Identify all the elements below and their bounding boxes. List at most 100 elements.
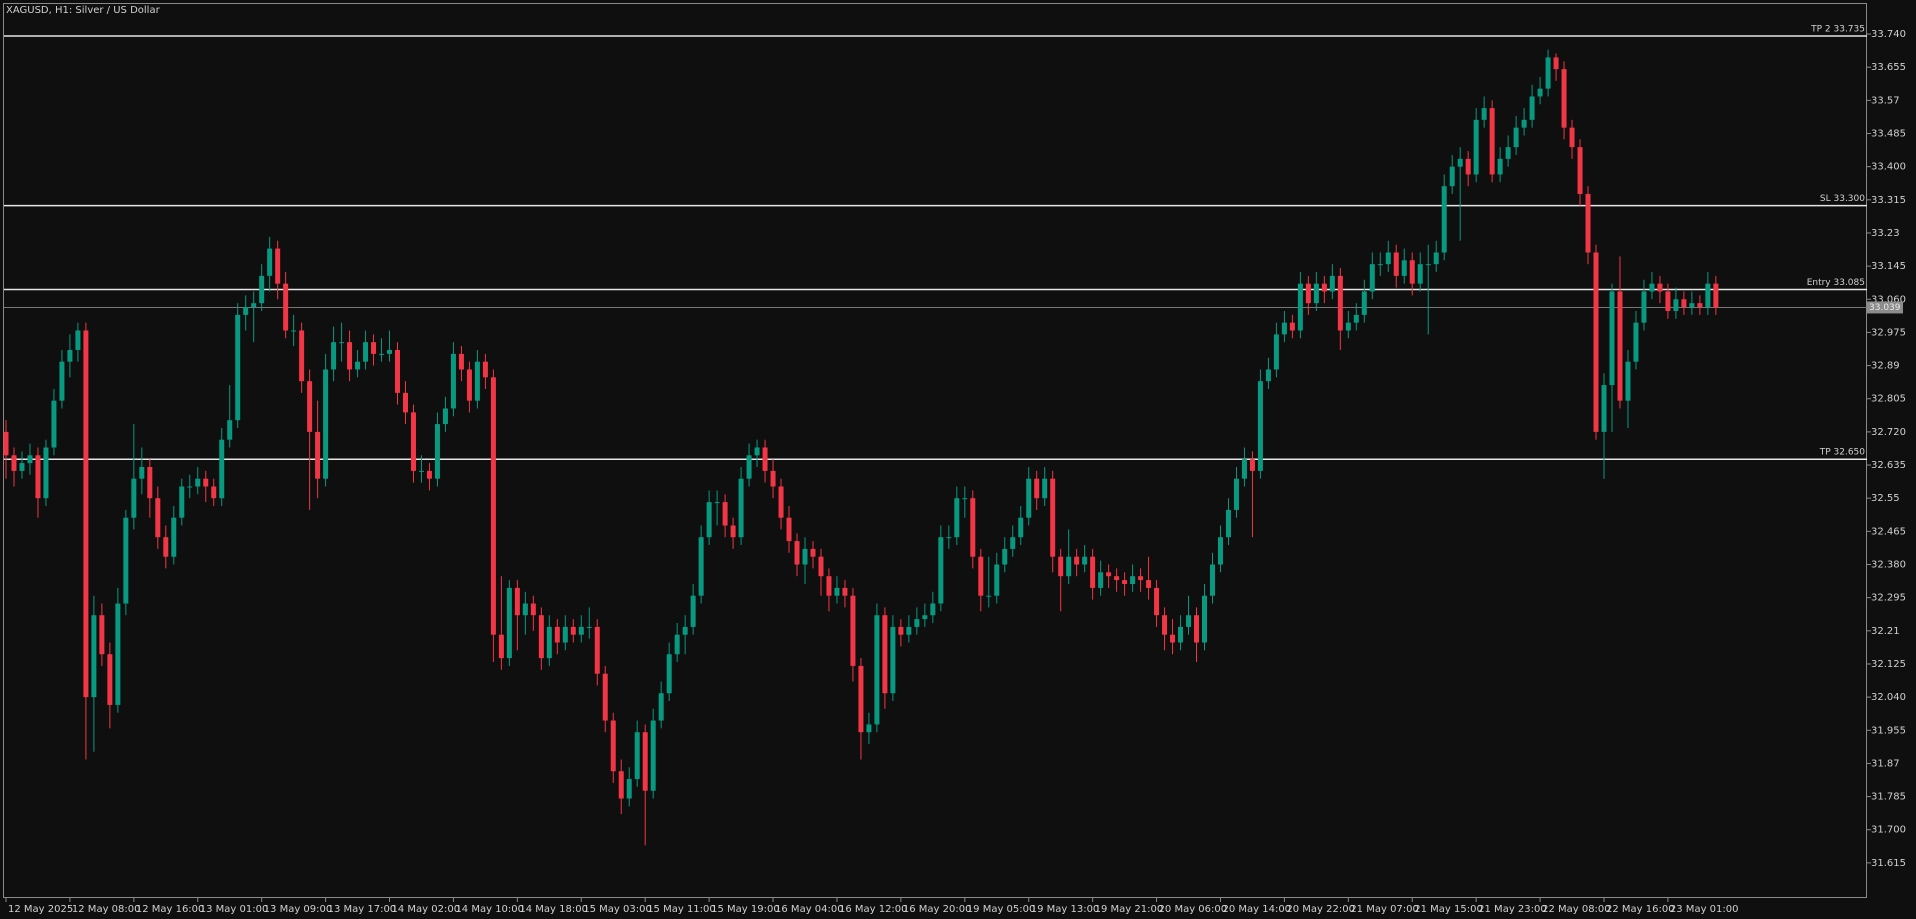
- candle-body: [1305, 283, 1311, 304]
- candle-body: [602, 673, 608, 721]
- candle-body: [1409, 260, 1415, 284]
- current-price-box: [1867, 301, 1903, 314]
- y-tick-label: 32.125: [1871, 659, 1906, 670]
- candle-body: [658, 693, 664, 721]
- candle-body: [267, 248, 273, 276]
- candle-body: [211, 486, 217, 499]
- candle-body: [1241, 459, 1247, 479]
- candle-body: [1649, 283, 1655, 292]
- candle-body: [1617, 291, 1623, 401]
- x-tick-label: 15 May 03:00: [583, 904, 652, 915]
- y-tick-label: 32.295: [1871, 593, 1906, 604]
- candle-body: [754, 447, 760, 456]
- x-tick-label: 20 May 22:00: [1286, 904, 1355, 915]
- candle-body: [914, 619, 920, 627]
- candle-body: [123, 517, 129, 604]
- candle-body: [818, 556, 824, 577]
- candle-body: [506, 587, 512, 659]
- candle-body: [1417, 264, 1423, 284]
- candle-body: [1401, 260, 1407, 276]
- candle-body: [275, 248, 281, 284]
- candle-body: [522, 603, 528, 616]
- x-tick-label: 13 May 09:00: [264, 904, 333, 915]
- candle-body: [179, 486, 185, 518]
- candle-body: [778, 486, 784, 518]
- candle-body: [618, 771, 624, 799]
- candle-body: [978, 556, 984, 596]
- y-tick-label: 31.955: [1871, 725, 1906, 736]
- candle-body: [131, 478, 137, 518]
- candle-body: [954, 498, 960, 538]
- candle-body: [1146, 580, 1152, 588]
- candle-body: [35, 455, 41, 499]
- candle-body: [1361, 291, 1367, 315]
- candle-body: [826, 576, 832, 596]
- candle-body: [890, 626, 896, 694]
- candle-body: [1130, 576, 1136, 585]
- y-tick-label: 31.700: [1871, 825, 1906, 836]
- candle-body: [1625, 361, 1631, 401]
- candle-body: [610, 720, 616, 772]
- candle-body: [251, 303, 257, 308]
- candle-body: [674, 634, 680, 655]
- candle-body: [1289, 322, 1295, 331]
- candle-body: [371, 342, 377, 354]
- candle-body: [1249, 459, 1255, 471]
- candle-body: [1601, 385, 1607, 432]
- candle-body: [1449, 166, 1455, 187]
- x-tick-label: 14 May 10:00: [455, 904, 524, 915]
- x-tick-label: 16 May 12:00: [839, 904, 908, 915]
- candle-body: [1233, 478, 1239, 510]
- candle-body: [1225, 509, 1231, 538]
- candle-body: [586, 626, 592, 628]
- candle-body: [19, 463, 25, 471]
- level-label: SL 33.300: [1820, 194, 1865, 204]
- candle-body: [530, 603, 536, 616]
- candle-body: [339, 342, 345, 344]
- candle-body: [1489, 108, 1495, 175]
- candle-body: [426, 470, 432, 479]
- candle-body: [1441, 186, 1447, 253]
- candle-body: [1633, 322, 1639, 362]
- candle-body: [642, 732, 648, 791]
- candle-body: [1074, 556, 1080, 565]
- candle-body: [1313, 283, 1319, 304]
- candle-body: [291, 330, 297, 332]
- candle-body: [107, 654, 113, 705]
- candle-body: [403, 392, 408, 413]
- x-tick-label: 13 May 17:00: [328, 904, 397, 915]
- x-tick-label: 19 May 13:00: [1031, 904, 1100, 915]
- candle-body: [75, 330, 81, 350]
- candle-body: [482, 361, 488, 378]
- candle-body: [1186, 615, 1192, 627]
- candle-body: [1457, 158, 1463, 167]
- candle-body: [1505, 147, 1511, 159]
- candle-body: [858, 665, 864, 733]
- candle-body: [1202, 595, 1207, 643]
- candle-body: [1066, 556, 1072, 577]
- candle-body: [1138, 576, 1144, 581]
- y-tick-label: 33.655: [1871, 62, 1906, 73]
- candle-body: [1561, 69, 1567, 128]
- candle-body: [850, 595, 856, 666]
- candle-body: [466, 369, 472, 401]
- candle-body: [682, 626, 688, 635]
- y-tick-label: 33.400: [1871, 162, 1906, 173]
- candle-body: [906, 626, 912, 635]
- candle-body: [730, 525, 736, 538]
- candle-body: [1018, 517, 1024, 538]
- candle-body: [1377, 264, 1383, 266]
- y-tick-label: 32.380: [1871, 560, 1906, 571]
- y-tick-label: 32.040: [1871, 692, 1906, 703]
- candle-body: [1585, 193, 1591, 253]
- candle-body: [299, 330, 305, 382]
- candle-body: [962, 498, 968, 500]
- candle-body: [1673, 299, 1679, 311]
- candle-body: [1034, 478, 1040, 499]
- candle-body: [746, 455, 752, 479]
- candle-body: [802, 548, 808, 565]
- candle-body: [195, 478, 201, 487]
- y-tick-label: 32.635: [1871, 460, 1906, 471]
- x-tick-label: 12 May 16:00: [136, 904, 205, 915]
- candle-body: [91, 615, 97, 698]
